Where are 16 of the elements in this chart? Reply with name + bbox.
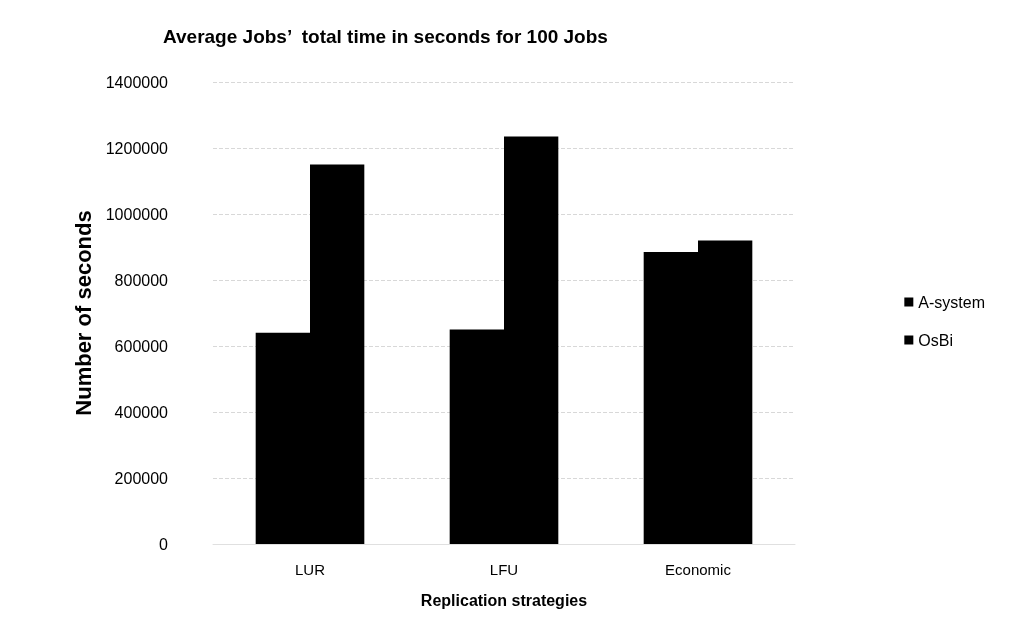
x-tick-label: Economic — [665, 561, 732, 578]
y-tick-label: 800000 — [114, 271, 169, 289]
y-tick-label: 600000 — [114, 337, 169, 355]
y-tick-label: 1400000 — [105, 73, 169, 91]
y-tick-label: 1000000 — [105, 205, 169, 223]
legend-label: OsBi — [918, 331, 953, 349]
y-tick-label: 0 — [159, 535, 169, 553]
y-tick-label: 400000 — [114, 403, 169, 421]
y-tick-label: 1200000 — [105, 139, 169, 157]
x-axis-title: Replication strategies — [420, 591, 588, 609]
x-tick-label: LFU — [489, 561, 519, 578]
legend-label: A-system — [918, 293, 985, 311]
x-tick-label: LUR — [294, 561, 326, 578]
y-axis-title: Number of seconds — [71, 210, 97, 416]
chart-title: Average Jobs’ total time in seconds for 100 Jobs — [163, 26, 608, 47]
y-tick-label: 200000 — [114, 469, 169, 487]
